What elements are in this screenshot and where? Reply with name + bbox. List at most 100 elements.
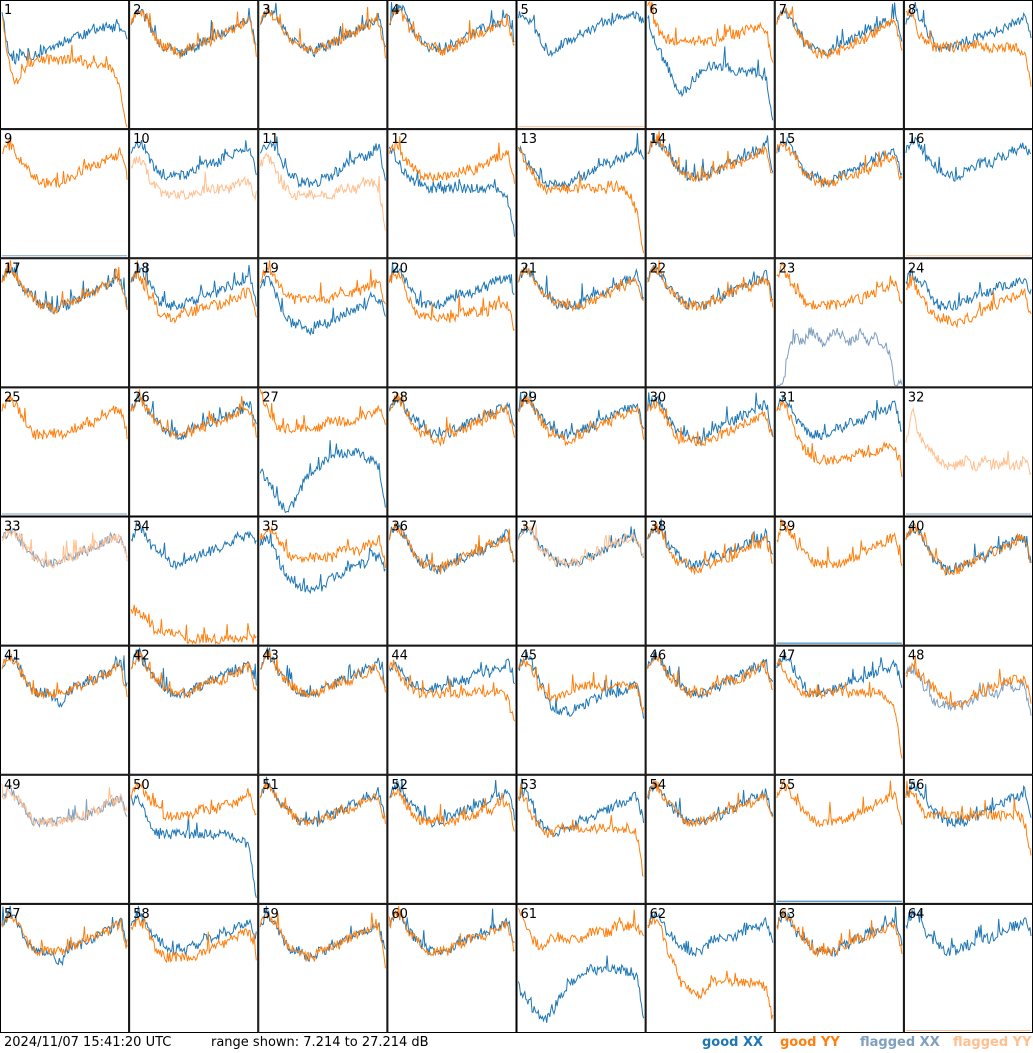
yy-trace: [130, 9, 257, 60]
yy-trace: [259, 389, 386, 435]
xx-trace: [905, 781, 1032, 828]
panel-38: 38: [645, 516, 775, 646]
panel-1: 1: [0, 0, 130, 130]
panel-label: 47: [779, 649, 796, 664]
yy-trace: [388, 271, 515, 331]
yy-trace: [1, 394, 128, 441]
panel-frame: [645, 774, 775, 904]
panel-label: 48: [908, 649, 925, 664]
legend-good-xx-pol: XX: [743, 1035, 764, 1050]
yy-trace: [647, 0, 774, 63]
panel-frame: [774, 387, 904, 517]
yy-trace: [776, 400, 903, 477]
panel-frame: [774, 258, 904, 388]
panel-label: 9: [4, 132, 12, 147]
panel-frame: [0, 387, 130, 517]
legend-flagged-xx: flagged XX: [860, 1033, 940, 1053]
legend-flagged-xx-prefix: flagged: [860, 1035, 920, 1050]
xx-trace: [518, 955, 645, 1023]
yy-trace: [259, 152, 386, 231]
panel-label: 33: [4, 520, 21, 535]
panel-2: 2: [129, 0, 259, 130]
yy-trace: [260, 260, 386, 305]
xx-trace: [518, 651, 645, 719]
panel-4: 4: [387, 0, 517, 130]
panel-62: 62: [645, 903, 775, 1033]
legend-good-yy-prefix: good: [780, 1035, 821, 1050]
panel-20: 20: [387, 258, 517, 388]
panel-60: 60: [387, 903, 517, 1033]
xx-trace: [647, 392, 774, 447]
xx-trace: [259, 440, 386, 514]
yy-trace: [647, 780, 774, 828]
yy-trace: [518, 908, 645, 952]
yy-trace: [130, 781, 257, 823]
panel-49: 49: [0, 774, 130, 904]
panel-35: 35: [258, 516, 388, 646]
panel-frame: [387, 774, 517, 904]
panel-frame: [903, 0, 1033, 130]
panel-label: 10: [133, 132, 150, 147]
panel-54: 54: [645, 774, 775, 904]
xx-trace: [130, 263, 257, 311]
panel-12: 12: [387, 129, 517, 259]
yy-trace: [518, 657, 645, 713]
panel-label: 30: [650, 390, 667, 405]
xx-trace: [130, 794, 257, 898]
xx-trace: [130, 647, 257, 700]
yy-trace: [647, 523, 773, 575]
panel-41: 41: [0, 645, 130, 775]
panel-frame: [903, 516, 1033, 646]
panel-label: 28: [391, 390, 408, 405]
legend-flagged-yy-pol: YY: [1012, 1035, 1032, 1050]
panel-label: 35: [262, 520, 279, 535]
yy-trace: [388, 392, 515, 447]
yy-trace: [518, 265, 645, 312]
panel-label: 41: [4, 649, 21, 664]
panel-46: 46: [645, 645, 775, 775]
panel-frame: [645, 129, 775, 259]
panel-61: 61: [516, 903, 646, 1033]
panel-label: 45: [521, 649, 538, 664]
panel-frame: [516, 645, 646, 775]
panel-label: 3: [262, 3, 270, 18]
panel-label: 25: [4, 390, 21, 405]
panel-frame: [0, 258, 130, 388]
panel-label: 56: [908, 778, 925, 793]
panel-19: 19: [258, 258, 388, 388]
panel-label: 23: [779, 261, 796, 276]
xx-trace: [389, 778, 515, 828]
panel-25: 25: [0, 387, 130, 517]
panel-11: 11: [258, 129, 388, 259]
xx-trace: [905, 135, 1032, 182]
panel-27: 27: [258, 387, 388, 517]
panel-frame: [387, 129, 517, 259]
timestamp: 2024/11/07 15:41:20 UTC: [4, 1035, 172, 1050]
panel-frame: [129, 0, 259, 130]
panel-label: 21: [521, 261, 538, 276]
yy-trace: [388, 136, 515, 184]
xx-trace: [905, 908, 1032, 957]
panel-label: 59: [262, 907, 279, 922]
yy-trace: [905, 274, 1032, 329]
panel-label: 22: [650, 261, 667, 276]
panel-frame: [516, 258, 646, 388]
panel-label: 26: [133, 390, 150, 405]
panel-frame: [129, 258, 259, 388]
panel-frame: [516, 0, 646, 130]
panel-28: 28: [387, 387, 517, 517]
xx-trace: [259, 275, 386, 336]
panel-32: 32: [903, 387, 1033, 517]
panel-label: 18: [133, 261, 150, 276]
xx-trace: [1, 262, 128, 315]
panel-5: 5: [516, 0, 646, 130]
panel-label: 62: [650, 907, 667, 922]
xx-trace: [259, 136, 386, 189]
panel-label: 37: [521, 520, 538, 535]
yy-trace: [388, 522, 515, 575]
panel-44: 44: [387, 645, 517, 775]
legend-good-yy: good YY: [780, 1033, 840, 1053]
yy-trace: [1, 653, 128, 700]
panel-23: 23: [774, 258, 904, 388]
